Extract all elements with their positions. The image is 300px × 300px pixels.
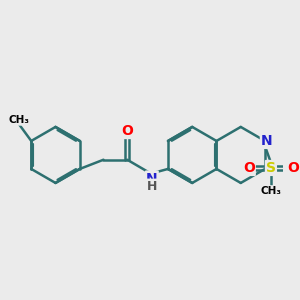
Text: CH₃: CH₃ xyxy=(260,186,281,196)
Text: O: O xyxy=(243,161,255,175)
Text: N: N xyxy=(261,134,272,148)
Text: O: O xyxy=(121,124,133,138)
Text: CH₃: CH₃ xyxy=(8,115,29,125)
Text: O: O xyxy=(287,161,299,175)
Text: S: S xyxy=(266,161,276,175)
Text: H: H xyxy=(147,180,157,193)
Text: N: N xyxy=(146,172,158,185)
